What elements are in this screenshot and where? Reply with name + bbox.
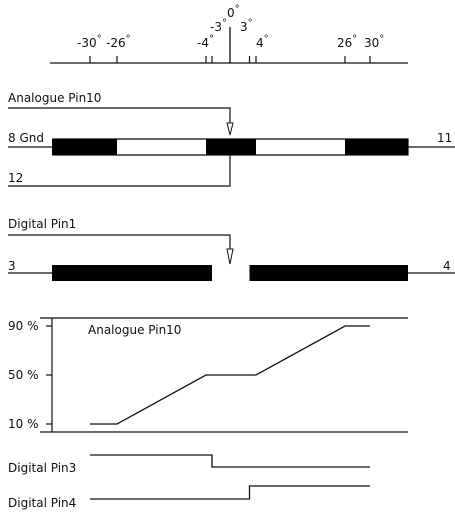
scale-label-m3: -3°: [210, 18, 227, 34]
digital-pin4-label: Digital Pin4: [8, 496, 76, 510]
analogue-bottom-label: 12: [8, 171, 23, 185]
digital-right-label: 4: [443, 259, 451, 273]
scale-label-m4: -4°: [197, 34, 214, 50]
digital-title: Digital Pin1: [8, 217, 76, 231]
graph-y-label: 50 %: [8, 368, 39, 382]
digital-section: Digital Pin1 3 4: [8, 217, 455, 281]
analogue-black-segment: [52, 139, 90, 155]
output-graph: Analogue Pin10 90 % 50 % 10 %: [8, 317, 408, 433]
scale-label-p3: 3°: [240, 18, 253, 34]
analogue-return-line: [8, 155, 231, 187]
graph-y-label: 10 %: [8, 417, 39, 431]
graph-y-label: 90 %: [8, 319, 39, 333]
graph-curve: [90, 325, 370, 425]
digital-pin3-wave: [90, 454, 370, 468]
analogue-black-segment: [90, 139, 117, 155]
digital-pin4-wave: [90, 485, 370, 500]
analogue-wiper-arrow: [226, 122, 234, 136]
scale-label-m26: -26°: [106, 34, 131, 50]
digital-wiper-line: [8, 234, 231, 250]
analogue-wiper-line: [8, 107, 231, 124]
analogue-section: Analogue Pin10 8 Gnd 11 12: [8, 91, 455, 187]
scale-label-p4: 4°: [256, 34, 269, 50]
angle-scale: -30° -26° -4° -3° 0° 3° 4° 26° 30°: [50, 4, 408, 64]
digital-black-segment: [52, 265, 212, 281]
analogue-left-label: 8 Gnd: [8, 131, 44, 145]
graph-title: Analogue Pin10: [88, 323, 181, 337]
digital-outputs: Digital Pin3 Digital Pin4: [8, 454, 370, 510]
analogue-black-segment: [345, 139, 370, 155]
digital-left-label: 3: [8, 259, 16, 273]
analogue-title: Analogue Pin10: [8, 91, 101, 105]
analogue-right-label: 11: [437, 131, 452, 145]
digital-pin3-label: Digital Pin3: [8, 461, 76, 475]
digital-wiper-arrow: [226, 248, 234, 265]
digital-black-segment: [249, 265, 408, 281]
scale-label-p30: 30°: [364, 34, 384, 50]
scale-label-m30: -30°: [77, 34, 102, 50]
scale-label-p26: 26°: [337, 34, 357, 50]
analogue-black-segment: [206, 139, 256, 155]
analogue-black-segment: [370, 139, 408, 155]
scale-label-0: 0°: [227, 4, 240, 20]
